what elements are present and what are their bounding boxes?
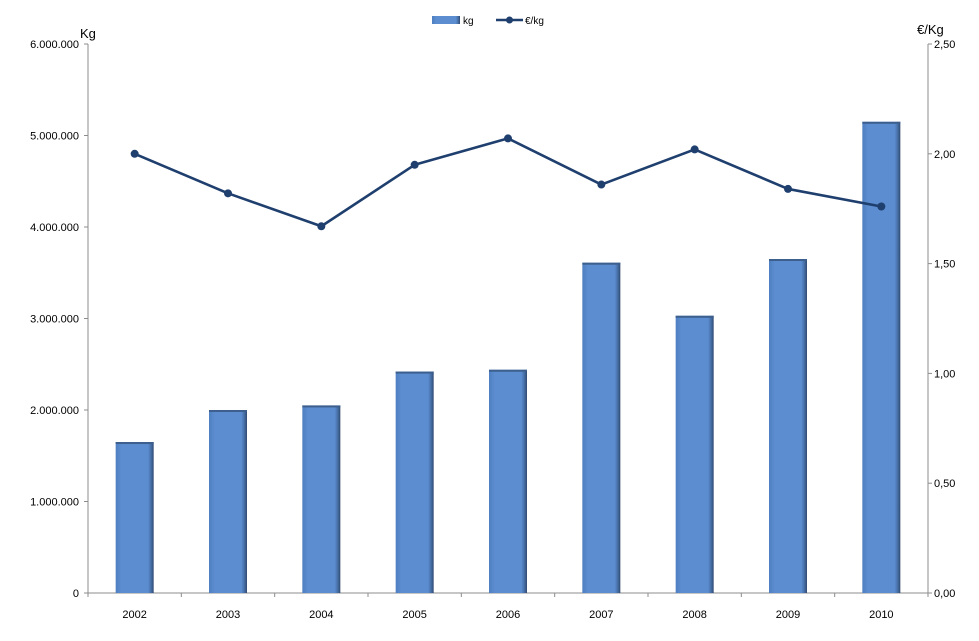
bar-2004 <box>302 405 341 593</box>
bar-2003 <box>209 410 247 593</box>
eur-kg-point-2007 <box>597 180 606 189</box>
eur-kg-point-2006 <box>504 134 512 143</box>
right-axis-title: €/Kg <box>917 22 944 37</box>
bar-2010 <box>862 121 901 594</box>
eur-kg-point-2003 <box>224 189 232 198</box>
right-axis-ticks: 0,00 0,50 1,00 1,50 2,00 2,50 <box>928 39 955 600</box>
bar-top-edge <box>675 315 714 318</box>
left-tick-label: 4.000.000 <box>30 222 79 234</box>
legend-label-eur-kg: €/kg <box>525 16 544 27</box>
bar-series-kg <box>115 121 901 594</box>
x-tick-label: 2007 <box>589 609 613 621</box>
x-tick-label: 2003 <box>216 609 240 621</box>
left-tick-label: 5.000.000 <box>30 131 79 143</box>
legend-swatch-kg <box>432 16 460 24</box>
right-tick-label: 2,00 <box>934 149 955 161</box>
bar-2009 <box>769 259 807 593</box>
left-axis-title: Kg <box>80 26 96 41</box>
line-series-eur-kg <box>130 134 886 231</box>
bar-top-edge <box>489 369 527 372</box>
left-axis-ticks: 0 1.000.000 2.000.000 3.000.000 4.000.000 5.0… <box>30 39 88 600</box>
eur-kg-point-2002 <box>130 149 139 158</box>
eur-kg-point-2008 <box>690 145 699 154</box>
x-tick-label: 2002 <box>122 609 146 621</box>
bar-2002 <box>115 442 154 593</box>
bar-top-edge <box>395 371 434 374</box>
eur-kg-point-2010 <box>877 202 886 211</box>
bar-2006 <box>489 369 527 593</box>
x-tick-label: 2005 <box>402 609 426 621</box>
right-tick-label: 0,00 <box>934 588 955 600</box>
legend-swatch-eur-kg-marker <box>506 16 513 24</box>
bar-2008 <box>675 315 714 593</box>
legend-label-kg: kg <box>463 16 474 27</box>
left-tick-label: 2.000.000 <box>30 405 79 417</box>
eur-kg-point-2004 <box>317 222 326 231</box>
bar-top-edge <box>582 262 621 265</box>
left-tick-label: 3.000.000 <box>30 314 79 326</box>
x-tick-label: 2008 <box>682 609 706 621</box>
legend: kg €/kg <box>432 16 544 27</box>
x-axis-ticks: 2002 2003 2004 2005 2006 2007 2008 2009 2010 <box>87 593 929 621</box>
bar-top-edge <box>862 121 901 124</box>
x-tick-label: 2009 <box>776 609 800 621</box>
left-tick-label: 6.000.000 <box>30 39 79 51</box>
eur-kg-line <box>134 137 882 228</box>
right-tick-label: 0,50 <box>934 478 955 490</box>
bar-2005 <box>395 371 434 593</box>
bar-top-edge <box>209 410 247 412</box>
x-tick-label: 2010 <box>869 609 893 621</box>
eur-kg-point-2005 <box>410 160 419 169</box>
bar-top-edge <box>302 405 341 408</box>
right-tick-label: 1,50 <box>934 259 955 271</box>
bar-top-edge <box>115 442 154 445</box>
left-tick-label: 0 <box>73 588 79 600</box>
x-tick-label: 2006 <box>496 609 520 621</box>
bar-top-edge <box>769 259 807 262</box>
x-tick-label: 2004 <box>309 609 333 621</box>
right-tick-label: 1,00 <box>934 368 955 380</box>
left-tick-label: 1.000.000 <box>30 497 79 509</box>
bar-2007 <box>582 262 621 593</box>
right-tick-label: 2,50 <box>934 39 955 51</box>
eur-kg-point-2009 <box>784 184 792 193</box>
